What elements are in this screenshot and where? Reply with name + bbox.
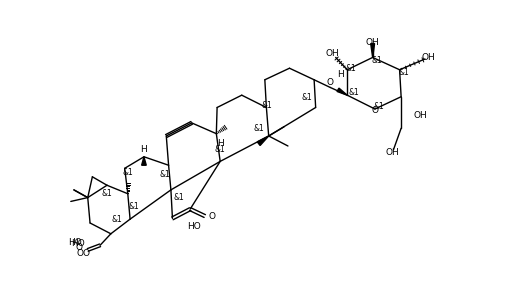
- Text: &1: &1: [262, 101, 273, 110]
- Polygon shape: [371, 44, 375, 57]
- Text: OH: OH: [325, 49, 340, 58]
- Text: &1: &1: [173, 193, 184, 202]
- Text: &1: &1: [129, 202, 139, 211]
- Text: OH: OH: [385, 148, 399, 157]
- Text: H: H: [217, 139, 224, 148]
- Text: &1: &1: [101, 189, 113, 198]
- Polygon shape: [257, 136, 269, 146]
- Text: &1: &1: [122, 168, 133, 177]
- Text: &1: &1: [254, 124, 264, 133]
- Text: &1: &1: [112, 215, 122, 224]
- Text: OH: OH: [421, 53, 435, 62]
- Text: &1: &1: [302, 93, 313, 102]
- Text: &1: &1: [371, 56, 382, 65]
- Text: O: O: [77, 249, 84, 258]
- Text: &1: &1: [398, 68, 409, 77]
- Text: &1: &1: [348, 88, 359, 97]
- Text: &1: &1: [346, 64, 356, 73]
- Text: H: H: [140, 145, 148, 154]
- Text: O: O: [327, 77, 334, 87]
- Text: &1: &1: [215, 145, 226, 154]
- Text: &1: &1: [159, 170, 170, 179]
- Text: O: O: [83, 248, 90, 257]
- Text: HO: HO: [187, 222, 201, 231]
- Text: O: O: [372, 106, 378, 115]
- Text: HO: HO: [68, 238, 82, 247]
- Polygon shape: [141, 157, 146, 165]
- Text: OH: OH: [414, 111, 427, 120]
- Text: &1: &1: [374, 102, 384, 111]
- Text: HO: HO: [71, 239, 85, 248]
- Polygon shape: [337, 88, 347, 95]
- Text: H: H: [337, 70, 344, 79]
- Text: OH: OH: [366, 38, 380, 47]
- Text: O: O: [75, 243, 82, 252]
- Text: O: O: [209, 212, 216, 221]
